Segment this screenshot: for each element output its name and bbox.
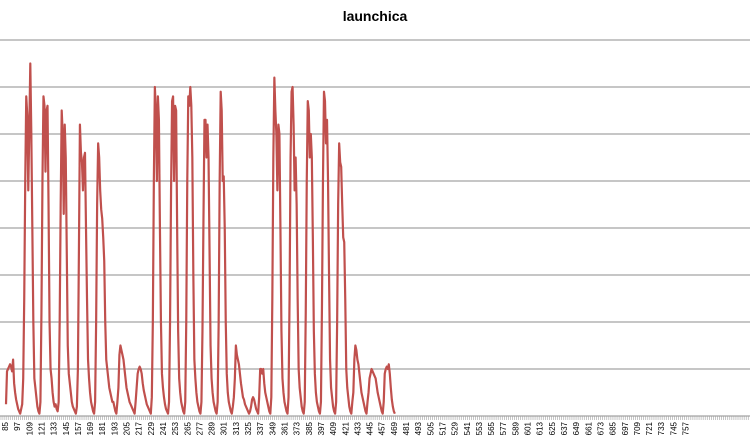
x-tick-label-469: 469	[390, 421, 399, 435]
x-tick-label-505: 505	[426, 421, 435, 435]
x-tick-label-613: 613	[536, 421, 545, 435]
x-tick-label-277: 277	[195, 421, 204, 435]
x-tick-label-217: 217	[135, 421, 144, 435]
x-tick-label-385: 385	[305, 421, 314, 435]
x-tick-labels: 85 97 109 121 133 145 157 169 181 193 205 217 229 241…	[1, 421, 691, 435]
x-tick-label-229: 229	[147, 421, 156, 435]
x-tick-label-169: 169	[86, 421, 95, 435]
x-tick-label-721: 721	[645, 421, 654, 435]
x-tick-label-97: 97	[13, 421, 22, 430]
x-tick-label-337: 337	[256, 421, 265, 435]
x-tick-label-673: 673	[596, 421, 605, 435]
x-tick-label-85: 85	[1, 421, 10, 430]
x-tick-label-517: 517	[439, 421, 448, 435]
x-tick-label-565: 565	[487, 421, 496, 435]
x-tick-label-289: 289	[208, 421, 217, 435]
x-tick-label-193: 193	[110, 421, 119, 435]
x-tick-label-121: 121	[38, 421, 47, 435]
x-tick-label-397: 397	[317, 421, 326, 435]
x-tick-label-373: 373	[293, 421, 302, 435]
x-tick-label-589: 589	[511, 421, 520, 435]
x-tick-label-409: 409	[329, 421, 338, 435]
x-tick-label-685: 685	[609, 421, 618, 435]
x-tick-label-349: 349	[268, 421, 277, 435]
x-tick-label-601: 601	[524, 421, 533, 435]
x-tick-label-133: 133	[50, 421, 59, 435]
x-tick-label-637: 637	[560, 421, 569, 435]
x-tick-label-145: 145	[62, 421, 71, 435]
x-tick-label-625: 625	[548, 421, 557, 435]
x-tick-label-301: 301	[220, 421, 229, 435]
x-tick-label-181: 181	[98, 421, 107, 435]
x-tick-label-361: 361	[281, 421, 290, 435]
x-tick-label-745: 745	[669, 421, 678, 435]
x-tick-label-265: 265	[183, 421, 192, 435]
x-tick-label-649: 649	[572, 421, 581, 435]
x-tick-label-109: 109	[25, 421, 34, 435]
x-tick-label-457: 457	[378, 421, 387, 435]
x-tick-label-697: 697	[621, 421, 630, 435]
x-tick-label-757: 757	[682, 421, 691, 435]
series-group	[4, 62, 396, 415]
x-tick-label-313: 313	[232, 421, 241, 435]
x-tick-label-157: 157	[74, 421, 83, 435]
x-tick-label-661: 661	[584, 421, 593, 435]
x-tick-label-577: 577	[499, 421, 508, 435]
x-tick-label-709: 709	[633, 421, 642, 435]
x-tick-label-553: 553	[475, 421, 484, 435]
x-tick-label-733: 733	[657, 421, 666, 435]
series-line-1	[4, 62, 396, 415]
x-axis	[0, 415, 750, 420]
x-tick-label-433: 433	[353, 421, 362, 435]
x-tick-label-541: 541	[463, 421, 472, 435]
x-tick-label-253: 253	[171, 421, 180, 435]
chart-title: launchica	[343, 8, 408, 24]
x-tick-label-445: 445	[366, 421, 375, 435]
x-tick-label-493: 493	[414, 421, 423, 435]
x-tick-label-529: 529	[451, 421, 460, 435]
x-tick-label-481: 481	[402, 421, 411, 435]
x-tick-label-325: 325	[244, 421, 253, 435]
x-tick-label-421: 421	[341, 421, 350, 435]
x-tick-label-205: 205	[123, 421, 132, 435]
x-tick-label-241: 241	[159, 421, 168, 435]
